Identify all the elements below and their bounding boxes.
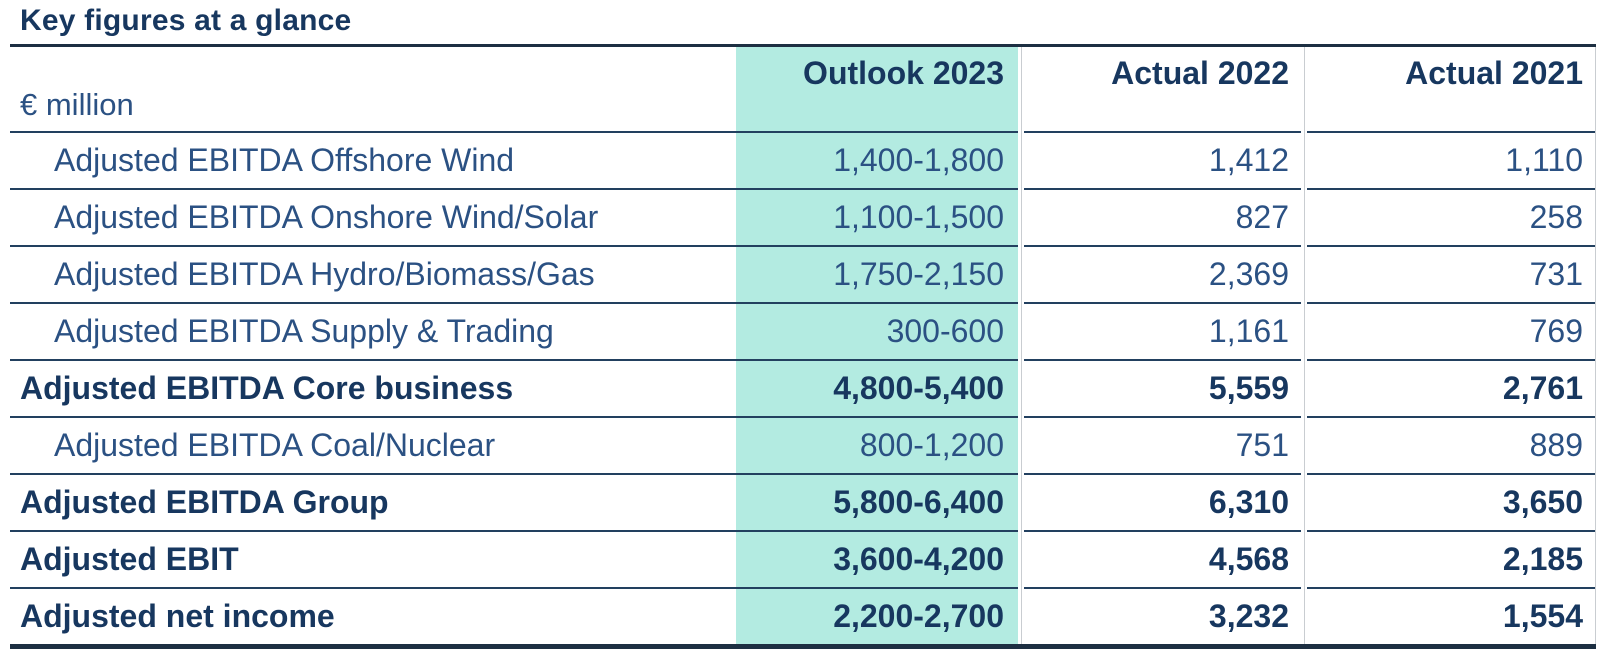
cell-actual-2021: 1,110 [1307, 131, 1595, 188]
cell-actual-2022: 6,310 [1024, 473, 1301, 530]
table-row: Adjusted net income 2,200-2,700 3,232 1,554 [10, 587, 1595, 644]
column-divider [1018, 188, 1024, 245]
column-divider [1018, 587, 1024, 644]
table-header-row: € million Outlook 2023 Actual 2022 Actua… [10, 47, 1595, 131]
column-divider [1018, 302, 1024, 359]
cell-actual-2021: 731 [1307, 245, 1595, 302]
column-header-actual-2022: Actual 2022 [1111, 55, 1289, 91]
column-divider [1301, 131, 1307, 188]
cell-outlook-2023: 5,800-6,400 [736, 473, 1018, 530]
cell-actual-2022: 4,568 [1024, 530, 1301, 587]
cell-actual-2022: 1,412 [1024, 131, 1301, 188]
table-row: Adjusted EBIT 3,600-4,200 4,568 2,185 [10, 530, 1595, 587]
column-divider [1018, 416, 1024, 473]
cell-actual-2021: 1,554 [1307, 587, 1595, 644]
cell-actual-2022: 5,559 [1024, 359, 1301, 416]
column-divider [1018, 359, 1024, 416]
cell-outlook-2023: 800-1,200 [736, 416, 1018, 473]
cell-actual-2022: 2,369 [1024, 245, 1301, 302]
cell-actual-2022: 1,161 [1024, 302, 1301, 359]
key-figures-table: € million Outlook 2023 Actual 2022 Actua… [10, 44, 1596, 649]
column-divider [1301, 245, 1307, 302]
column-divider [1301, 188, 1307, 245]
table-rows: Adjusted EBITDA Offshore Wind 1,400-1,800… [10, 131, 1595, 644]
column-divider [1018, 530, 1024, 587]
cell-outlook-2023: 2,200-2,700 [736, 587, 1018, 644]
column-divider [1301, 47, 1307, 131]
row-label: Adjusted net income [10, 587, 736, 644]
row-label: Adjusted EBITDA Group [10, 473, 736, 530]
column-divider [1018, 131, 1024, 188]
table-row: Adjusted EBITDA Hydro/Biomass/Gas 1,750-2… [10, 245, 1595, 302]
cell-actual-2021: 769 [1307, 302, 1595, 359]
column-divider [1301, 302, 1307, 359]
unit-label: € million [20, 87, 134, 122]
column-header-outlook-2023: Outlook 2023 [736, 47, 1018, 131]
table-row: Adjusted EBITDA Onshore Wind/Solar 1,100-… [10, 188, 1595, 245]
row-label: Adjusted EBIT [10, 530, 736, 587]
table-row: Adjusted EBITDA Coal/Nuclear 800-1,200 751… [10, 416, 1595, 473]
cell-outlook-2023: 1,750-2,150 [736, 245, 1018, 302]
row-label: Adjusted EBITDA Coal/Nuclear [10, 416, 736, 473]
table-bottom-rule [10, 644, 1596, 649]
column-header-actual-2021: Actual 2021 [1405, 55, 1583, 91]
cell-actual-2021: 2,761 [1307, 359, 1595, 416]
cell-outlook-2023: 1,100-1,500 [736, 188, 1018, 245]
table-body: € million Outlook 2023 Actual 2022 Actua… [10, 47, 1596, 644]
page-title: Key figures at a glance [20, 4, 352, 37]
table-row: Adjusted EBITDA Supply & Trading 300-600 1… [10, 302, 1595, 359]
table-row: Adjusted EBITDA Core business 4,800-5,400… [10, 359, 1595, 416]
row-label: Adjusted EBITDA Core business [10, 359, 736, 416]
row-label: Adjusted EBITDA Offshore Wind [10, 131, 736, 188]
cell-outlook-2023: 4,800-5,400 [736, 359, 1018, 416]
cell-outlook-2023: 300-600 [736, 302, 1018, 359]
column-divider [1018, 473, 1024, 530]
cell-actual-2022: 827 [1024, 188, 1301, 245]
row-label: Adjusted EBITDA Onshore Wind/Solar [10, 188, 736, 245]
column-divider [1301, 587, 1307, 644]
cell-actual-2021: 2,185 [1307, 530, 1595, 587]
table-row: Adjusted EBITDA Group 5,800-6,400 6,310 3,6… [10, 473, 1595, 530]
column-divider [1301, 530, 1307, 587]
row-label: Adjusted EBITDA Supply & Trading [10, 302, 736, 359]
cell-outlook-2023: 1,400-1,800 [736, 131, 1018, 188]
table-top-rule [10, 44, 1596, 47]
row-label: Adjusted EBITDA Hydro/Biomass/Gas [10, 245, 736, 302]
column-divider [1018, 245, 1024, 302]
cell-actual-2021: 258 [1307, 188, 1595, 245]
column-divider [1018, 47, 1024, 131]
cell-actual-2022: 751 [1024, 416, 1301, 473]
cell-actual-2021: 889 [1307, 416, 1595, 473]
table-row: Adjusted EBITDA Offshore Wind 1,400-1,800… [10, 131, 1595, 188]
cell-actual-2021: 3,650 [1307, 473, 1595, 530]
column-divider [1301, 359, 1307, 416]
cell-actual-2022: 3,232 [1024, 587, 1301, 644]
column-divider [1301, 416, 1307, 473]
column-divider [1301, 473, 1307, 530]
cell-outlook-2023: 3,600-4,200 [736, 530, 1018, 587]
